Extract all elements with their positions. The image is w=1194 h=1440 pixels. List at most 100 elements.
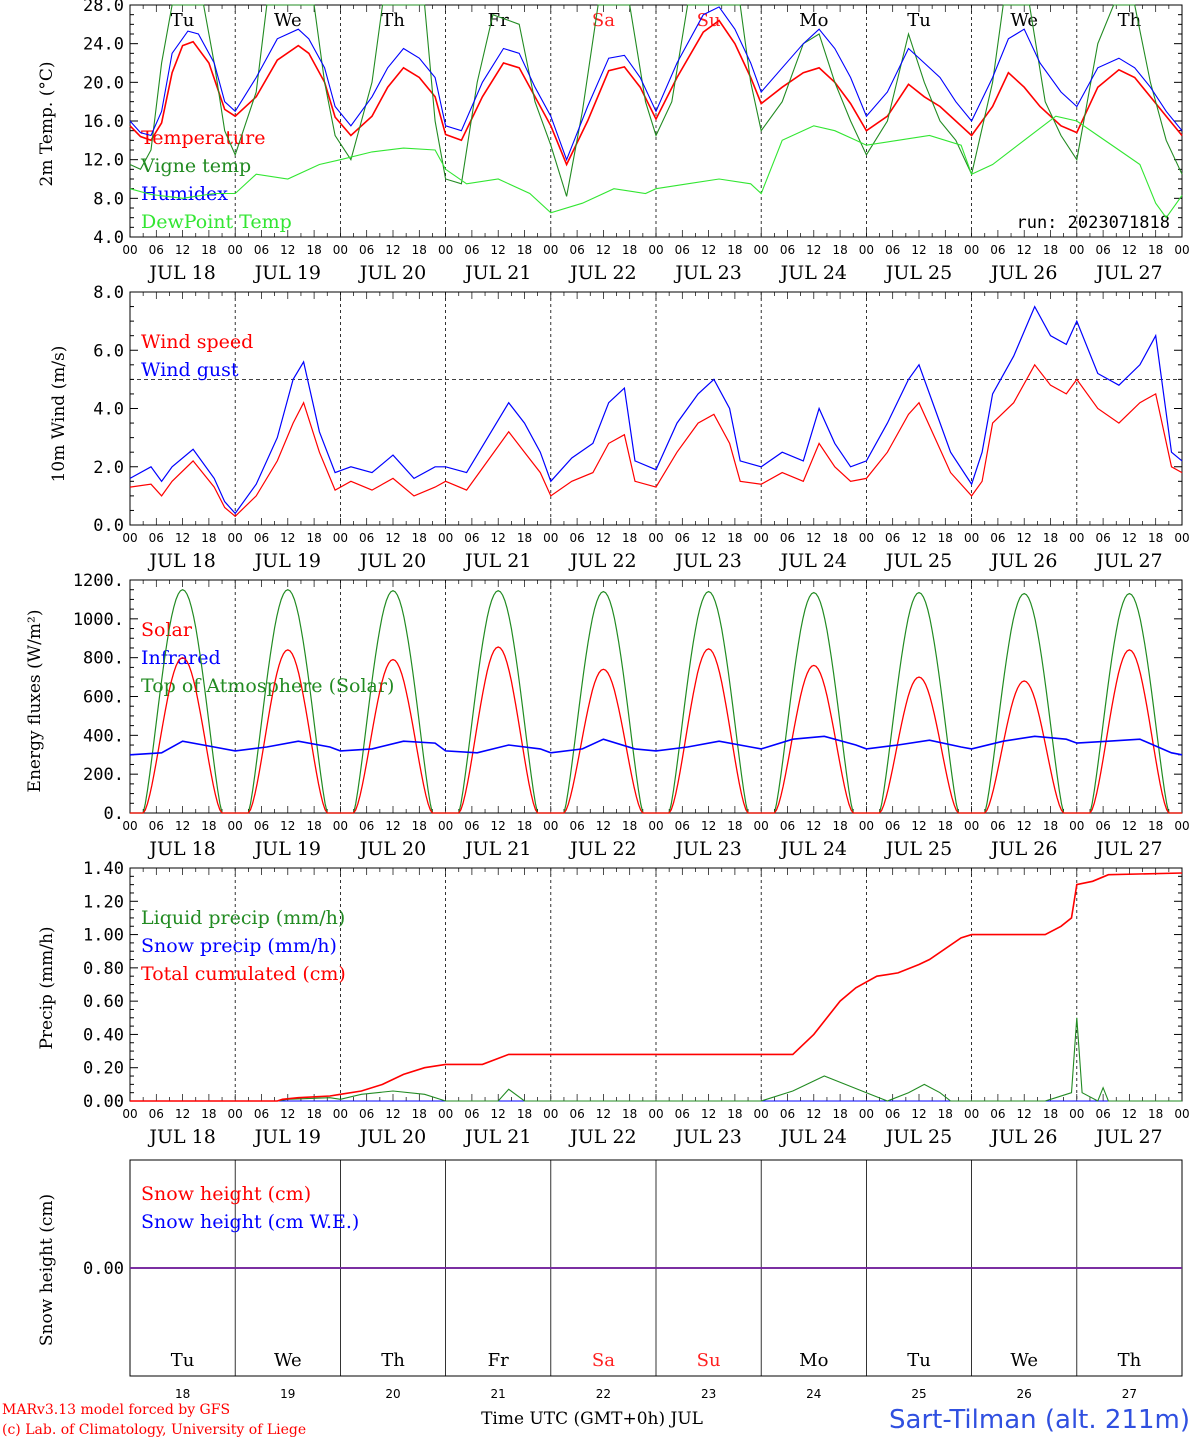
hour-label: 12 bbox=[385, 1107, 400, 1121]
y-tick-label: 1.00 bbox=[83, 926, 124, 946]
hour-label: 12 bbox=[596, 819, 611, 833]
weekday-label: Su bbox=[697, 1350, 721, 1371]
hour-label: 18 bbox=[412, 243, 427, 257]
day-label: JUL 27 bbox=[1094, 550, 1162, 572]
hour-label: 12 bbox=[806, 243, 821, 257]
y-tick-label: 0.20 bbox=[83, 1059, 124, 1079]
hour-label: 06 bbox=[254, 1107, 269, 1121]
hour-label: 18 bbox=[938, 819, 953, 833]
hour-label: 00 bbox=[438, 1107, 453, 1121]
day-number: 24 bbox=[806, 1387, 821, 1401]
hour-label: 18 bbox=[622, 819, 637, 833]
energy-y-label: Energy fluxes (W/m²) bbox=[25, 610, 45, 793]
hour-label: 00 bbox=[543, 819, 558, 833]
vigne-temp-series bbox=[129, 4, 1183, 197]
model-credit: MARv3.13 model forced by GFS bbox=[2, 1402, 230, 1418]
day-label: JUL 20 bbox=[358, 838, 426, 860]
hour-label: 12 bbox=[701, 531, 716, 545]
hour-label: 00 bbox=[122, 1107, 137, 1121]
hour-label: 18 bbox=[1148, 243, 1163, 257]
hour-label: 12 bbox=[175, 1107, 190, 1121]
day-label: JUL 19 bbox=[253, 262, 321, 284]
hour-label: 18 bbox=[517, 243, 532, 257]
hour-label: 00 bbox=[964, 243, 979, 257]
hour-label: 12 bbox=[280, 819, 295, 833]
day-label: JUL 20 bbox=[358, 550, 426, 572]
hour-label: 12 bbox=[491, 1107, 506, 1121]
day-label: JUL 19 bbox=[253, 1126, 321, 1148]
y-tick-label: 800. bbox=[83, 649, 124, 669]
day-number: 19 bbox=[280, 1387, 295, 1401]
y-tick-label: 4.0 bbox=[93, 400, 124, 420]
day-number: 23 bbox=[701, 1387, 716, 1401]
hour-label: 18 bbox=[517, 1107, 532, 1121]
hour-label: 18 bbox=[727, 531, 742, 545]
hour-label: 06 bbox=[885, 531, 900, 545]
day-label: JUL 23 bbox=[673, 550, 741, 572]
hour-label: 00 bbox=[859, 531, 874, 545]
hour-label: 12 bbox=[175, 819, 190, 833]
hour-label: 00 bbox=[754, 819, 769, 833]
hour-label: 12 bbox=[596, 1107, 611, 1121]
y-tick-label: 1200. bbox=[73, 571, 124, 591]
hour-label: 18 bbox=[517, 819, 532, 833]
hour-label: 06 bbox=[675, 243, 690, 257]
weekday-label: Th bbox=[381, 1350, 405, 1371]
day-label: JUL 26 bbox=[989, 1126, 1057, 1148]
hour-label: 06 bbox=[569, 1107, 584, 1121]
weekday-label: Tu bbox=[907, 1350, 931, 1371]
y-tick-label: 8.0 bbox=[93, 283, 124, 303]
hour-label: 18 bbox=[201, 819, 216, 833]
day-label: JUL 21 bbox=[463, 262, 531, 284]
weekday-label: We bbox=[1010, 1350, 1038, 1371]
hour-label: 00 bbox=[1069, 243, 1084, 257]
y-tick-label: 2.0 bbox=[93, 458, 124, 478]
hour-label: 12 bbox=[911, 1107, 926, 1121]
hour-label: 06 bbox=[359, 819, 374, 833]
y-tick-label: 0.40 bbox=[83, 1025, 124, 1045]
hour-label: 06 bbox=[149, 531, 164, 545]
day-label: JUL 25 bbox=[884, 262, 952, 284]
hour-label: 06 bbox=[149, 819, 164, 833]
day-number: 21 bbox=[491, 1387, 506, 1401]
day-label: JUL 21 bbox=[463, 550, 531, 572]
hour-label: 06 bbox=[254, 531, 269, 545]
hour-label: 06 bbox=[675, 819, 690, 833]
weekday-label: Sa bbox=[592, 1350, 615, 1371]
day-label: JUL 21 bbox=[463, 838, 531, 860]
hour-label: 00 bbox=[333, 1107, 348, 1121]
day-number: 27 bbox=[1122, 1387, 1137, 1401]
day-label: JUL 24 bbox=[779, 262, 847, 284]
precip-panel: Precip (mm/h) 0.00 0.20 0.40 0.60 0.80 1.00 1.… bbox=[37, 859, 1190, 1148]
infrared-series bbox=[129, 735, 1183, 756]
hour-label: 00 bbox=[228, 243, 243, 257]
weekday-label: Fr bbox=[488, 10, 509, 31]
hour-label: 12 bbox=[596, 243, 611, 257]
hour-label: 18 bbox=[938, 531, 953, 545]
day-label: JUL 24 bbox=[779, 1126, 847, 1148]
hour-label: 06 bbox=[780, 819, 795, 833]
hour-label: 00 bbox=[1069, 531, 1084, 545]
day-label: JUL 19 bbox=[253, 838, 321, 860]
day-number: 20 bbox=[385, 1387, 400, 1401]
legend-entry: Solar bbox=[141, 619, 193, 641]
legend-entry: Snow height (cm W.E.) bbox=[141, 1211, 359, 1233]
day-label: JUL 24 bbox=[779, 550, 847, 572]
hour-label: 06 bbox=[149, 1107, 164, 1121]
hour-label: 18 bbox=[412, 819, 427, 833]
day-number: 25 bbox=[911, 1387, 926, 1401]
hour-label: 18 bbox=[201, 531, 216, 545]
wind-speed-series bbox=[129, 363, 1183, 518]
hour-label: 12 bbox=[701, 819, 716, 833]
hour-label: 12 bbox=[175, 531, 190, 545]
y-tick-label: 200. bbox=[83, 765, 124, 785]
hour-label: 18 bbox=[306, 243, 321, 257]
hour-label: 12 bbox=[806, 819, 821, 833]
hour-label: 18 bbox=[832, 1107, 847, 1121]
hour-label: 00 bbox=[964, 819, 979, 833]
hour-label: 00 bbox=[648, 531, 663, 545]
hour-label: 00 bbox=[859, 1107, 874, 1121]
y-tick-label: 6.0 bbox=[93, 341, 124, 361]
hour-label: 18 bbox=[201, 243, 216, 257]
hour-label: 00 bbox=[1174, 531, 1189, 545]
